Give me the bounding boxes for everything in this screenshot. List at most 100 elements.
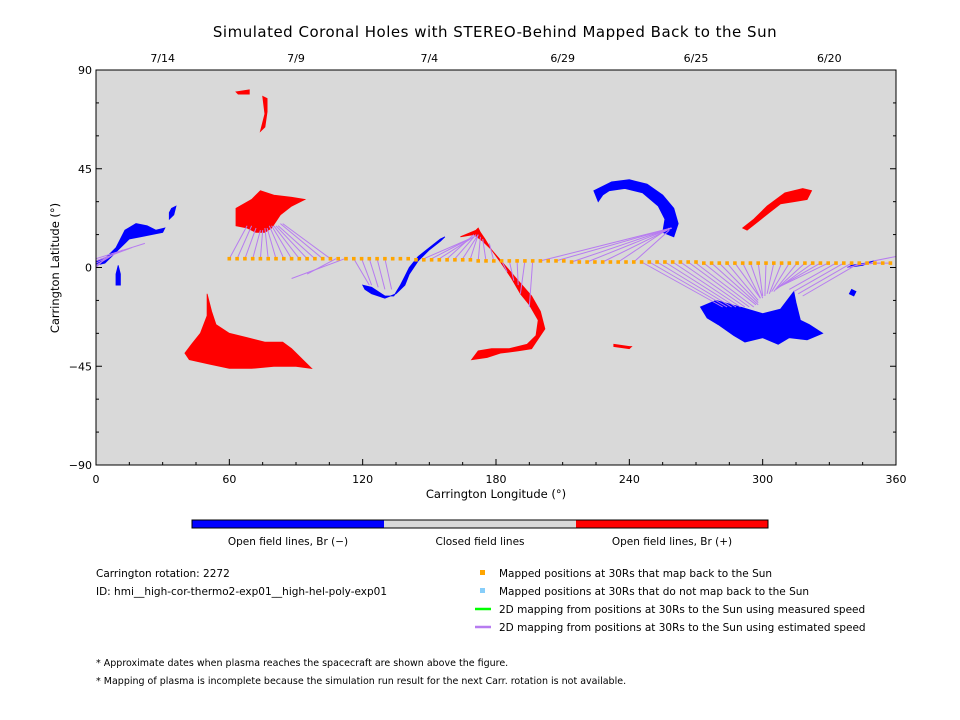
mapping-line-estimated bbox=[236, 225, 253, 259]
mapped-point bbox=[250, 256, 255, 261]
mapped-point bbox=[414, 258, 418, 262]
colorbar-closed-segment bbox=[384, 520, 576, 528]
mapped-point bbox=[725, 261, 729, 265]
mapped-point bbox=[803, 261, 807, 265]
mapping-line-estimated bbox=[376, 258, 386, 290]
coronal-hole-negative-2 bbox=[115, 265, 121, 286]
legend-marker-square bbox=[480, 570, 485, 575]
mapping-line-estimated bbox=[633, 229, 670, 263]
mapping-line-estimated bbox=[680, 261, 746, 308]
top-date-label: 6/20 bbox=[817, 52, 842, 65]
legend-label: 2D mapping from positions at 30Rs to the… bbox=[499, 604, 865, 616]
mapping-line-estimated bbox=[775, 262, 806, 290]
mapping-line-estimated bbox=[873, 256, 897, 262]
mapped-point bbox=[616, 260, 620, 264]
mapped-point bbox=[873, 261, 877, 265]
mapping-line-estimated bbox=[469, 234, 479, 259]
mapped-point bbox=[834, 261, 838, 265]
y-axis-label: Carrington Latitude (°) bbox=[48, 203, 62, 333]
mapped-point bbox=[702, 261, 706, 265]
mapped-point bbox=[523, 259, 527, 263]
mapped-point bbox=[554, 259, 558, 263]
mapping-line-estimated bbox=[446, 234, 475, 260]
mapped-point bbox=[530, 259, 535, 263]
colorbar: Open field lines, Br (−) Closed field li… bbox=[191, 519, 769, 548]
mapped-point bbox=[297, 256, 302, 261]
y-tick-label: 0 bbox=[85, 262, 92, 275]
mapped-point bbox=[670, 260, 675, 264]
coronal-hole-positive-5 bbox=[235, 190, 307, 233]
colorbar-frame bbox=[191, 519, 769, 529]
mapping-line-estimated bbox=[268, 225, 285, 259]
mapping-line-estimated bbox=[703, 262, 757, 306]
mapped-point bbox=[383, 256, 387, 261]
mapped-point bbox=[274, 256, 278, 261]
mapping-line-estimated bbox=[280, 223, 324, 260]
mapped-point bbox=[748, 261, 753, 265]
x-tick-label: 60 bbox=[222, 473, 236, 486]
mapping-line-estimated bbox=[672, 261, 741, 308]
coronal-hole-positive-3 bbox=[235, 89, 250, 95]
mapped-point bbox=[577, 260, 582, 264]
mapped-point bbox=[826, 261, 830, 265]
mapped-point bbox=[336, 256, 340, 261]
mapping-line-estimated bbox=[764, 263, 767, 297]
mapped-point bbox=[258, 256, 263, 261]
y-tick-label: 90 bbox=[78, 64, 92, 77]
colorbar-label-positive: Open field lines, Br (+) bbox=[612, 536, 732, 548]
mapping-line-estimated bbox=[519, 260, 526, 294]
mapping-line-estimated bbox=[742, 262, 761, 299]
legend-label: Mapped positions at 30Rs that do not map… bbox=[499, 586, 809, 598]
colorbar-label-closed: Closed field lines bbox=[435, 536, 524, 548]
mapped-point bbox=[460, 258, 465, 262]
x-tick-label: 0 bbox=[93, 473, 100, 486]
mapped-point bbox=[857, 261, 862, 265]
mapping-line-estimated bbox=[641, 261, 723, 308]
mapped-point bbox=[453, 258, 457, 262]
mapped-point bbox=[709, 261, 714, 265]
mapping-line-estimated bbox=[282, 223, 331, 260]
mapped-point bbox=[795, 261, 799, 265]
mapped-point bbox=[282, 256, 286, 261]
top-date-label: 7/4 bbox=[420, 52, 438, 65]
mapping-line-estimated bbox=[757, 263, 764, 297]
coronal-hole-negative-11 bbox=[848, 288, 857, 297]
mapped-point bbox=[740, 261, 745, 265]
mapped-point bbox=[865, 261, 869, 265]
mapping-line-estimated bbox=[273, 225, 300, 260]
mapped-point bbox=[694, 260, 698, 264]
mapped-point bbox=[367, 256, 372, 261]
coronal-hole-negative-0 bbox=[95, 223, 166, 266]
mapped-point bbox=[359, 256, 364, 261]
y-axis: 90 45 0 −45 −90 bbox=[69, 64, 896, 472]
mapping-line-estimated bbox=[252, 230, 261, 259]
coronal-hole-negative-1 bbox=[168, 205, 177, 221]
mapping-line-estimated bbox=[228, 225, 248, 259]
mapping-line-estimated bbox=[244, 227, 257, 259]
mapping-line-estimated bbox=[687, 261, 750, 308]
mapping-line-estimated bbox=[768, 262, 783, 294]
mapping-line-estimated bbox=[802, 262, 860, 297]
legend-label: Mapped positions at 30Rs that map back t… bbox=[499, 568, 772, 580]
plot-background bbox=[96, 70, 896, 465]
coronal-holes-layer bbox=[95, 89, 874, 369]
mapping-line-estimated bbox=[766, 262, 775, 294]
top-date-axis: 7/14 7/9 7/4 6/29 6/25 6/20 bbox=[150, 52, 842, 75]
mapping-line-estimated bbox=[384, 258, 393, 290]
mapped-point bbox=[546, 259, 550, 263]
mapping-line-estimated bbox=[726, 262, 759, 301]
mapping-line-estimated bbox=[749, 262, 764, 299]
mapping-line-estimated bbox=[789, 262, 837, 290]
mapped-point bbox=[484, 259, 488, 263]
coronal-hole-positive-4 bbox=[259, 95, 268, 133]
mapping-line-estimated bbox=[797, 262, 852, 295]
mapped-point bbox=[305, 256, 309, 261]
legend-label: 2D mapping from positions at 30Rs to the… bbox=[499, 622, 866, 634]
mapping-line-estimated bbox=[95, 242, 146, 260]
mapping-line-estimated bbox=[264, 227, 269, 259]
mapped-point bbox=[562, 259, 566, 263]
mapped-point bbox=[398, 256, 403, 261]
coronal-hole-positive-13 bbox=[741, 188, 813, 231]
mapped-point bbox=[492, 259, 496, 263]
legend-marker-square bbox=[480, 588, 485, 593]
